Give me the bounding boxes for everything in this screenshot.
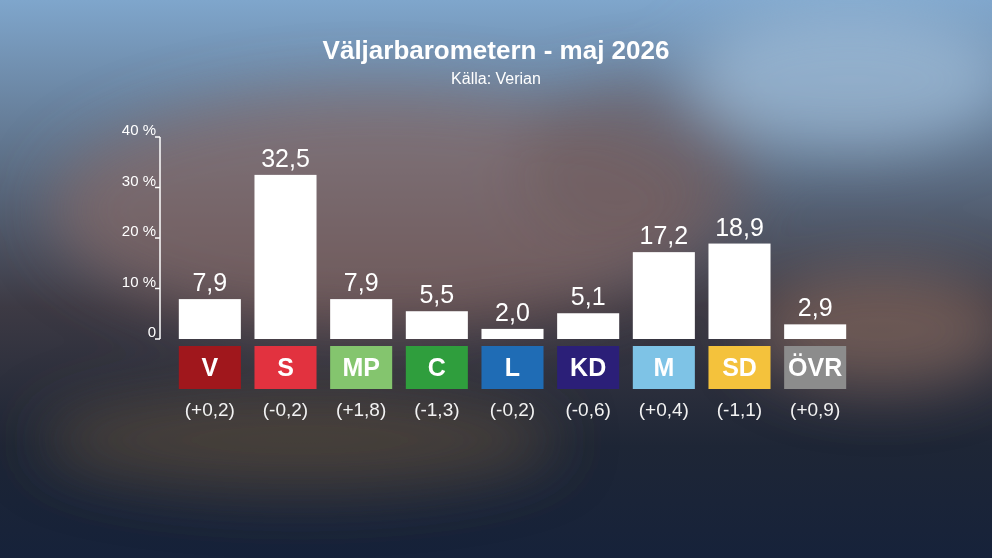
change-label: (+0,2) xyxy=(185,399,235,420)
data-label: 2,9 xyxy=(798,293,833,321)
bar xyxy=(557,313,619,339)
chart: Väljarbarometern - maj 2026 Källa: Verian… xyxy=(0,0,992,558)
y-tick-label: 40 % xyxy=(122,121,156,138)
category-box xyxy=(481,346,543,389)
background-blur xyxy=(40,10,992,490)
x-tick-label: SD xyxy=(722,353,757,381)
data-label: 7,9 xyxy=(344,268,379,296)
category-box xyxy=(708,346,770,389)
x-tick-label: L xyxy=(505,353,520,381)
data-label: 32,5 xyxy=(261,144,310,172)
background-shape xyxy=(690,10,992,150)
category-box xyxy=(784,346,846,389)
x-tick-label: C xyxy=(428,353,446,381)
y-tick-label: 0 xyxy=(148,323,156,340)
change-label: (+1,8) xyxy=(336,399,386,420)
subtitle: Källa: Verian xyxy=(451,70,541,87)
background-shape xyxy=(750,270,992,390)
bar xyxy=(481,329,543,339)
change-label: (-0,2) xyxy=(263,399,308,420)
bar xyxy=(708,244,770,339)
data-label: 5,5 xyxy=(419,280,454,308)
y-tick-label: 30 % xyxy=(122,172,156,189)
change-label: (-0,6) xyxy=(565,399,610,420)
x-tick-label: MP xyxy=(342,353,380,381)
category-box xyxy=(254,346,316,389)
bar xyxy=(406,311,468,339)
change-label: (-0,2) xyxy=(490,399,535,420)
x-tick-label: KD xyxy=(570,353,606,381)
bar xyxy=(254,175,316,339)
x-tick-label: S xyxy=(277,353,294,381)
category-box xyxy=(179,346,241,389)
data-label: 5,1 xyxy=(571,282,606,310)
bar xyxy=(179,299,241,339)
change-label: (-1,3) xyxy=(414,399,459,420)
title: Väljarbarometern - maj 2026 xyxy=(323,35,670,65)
background-shape xyxy=(40,390,560,490)
data-label: 2,0 xyxy=(495,298,530,326)
category-box xyxy=(557,346,619,389)
y-tick-label: 20 % xyxy=(122,222,156,239)
x-tick-label: M xyxy=(653,353,674,381)
change-label: (+0,9) xyxy=(790,399,840,420)
bar xyxy=(784,324,846,339)
data-label: 7,9 xyxy=(192,268,227,296)
category-box xyxy=(406,346,468,389)
category-box xyxy=(633,346,695,389)
bar xyxy=(633,252,695,339)
data-label: 17,2 xyxy=(639,221,688,249)
change-label: (-1,1) xyxy=(717,399,762,420)
bars xyxy=(179,175,846,339)
y-tick-label: 10 % xyxy=(122,273,156,290)
data-label: 18,9 xyxy=(715,213,764,241)
bar xyxy=(330,299,392,339)
category-box xyxy=(330,346,392,389)
x-tick-label: V xyxy=(201,353,218,381)
x-tick-label: ÖVR xyxy=(788,353,842,381)
change-label: (+0,4) xyxy=(639,399,689,420)
